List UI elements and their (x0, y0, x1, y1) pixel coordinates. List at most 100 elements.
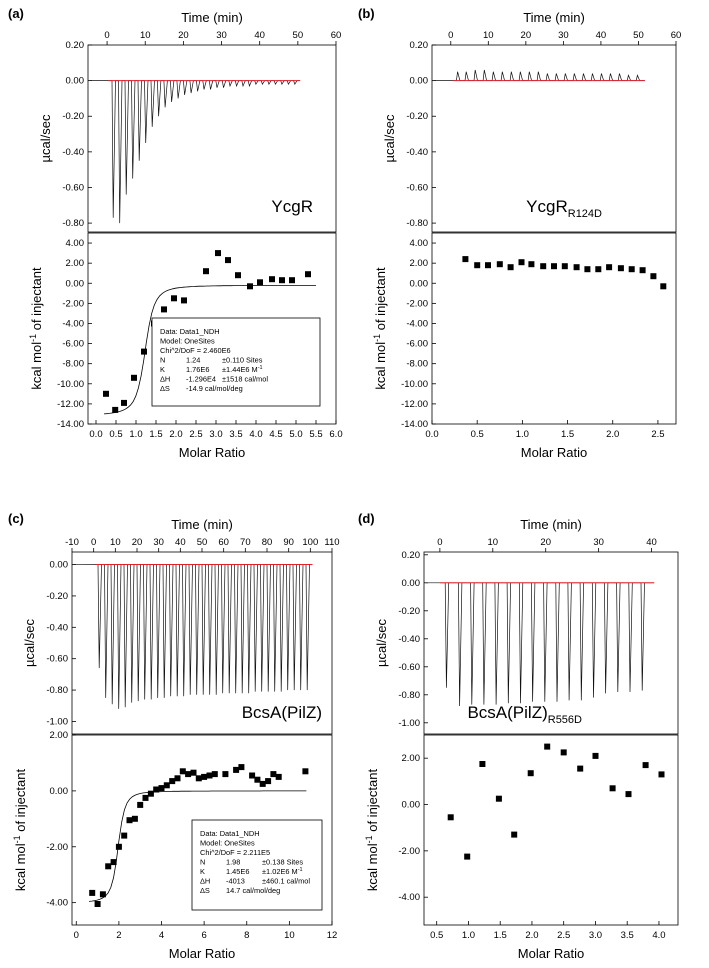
data-point (275, 773, 282, 780)
time-tick-label: 40 (646, 537, 657, 548)
panel-label: (b) (358, 6, 375, 21)
kcal-tick-label: -2.00 (62, 298, 84, 309)
protein-mutation-subscript: R556D (548, 714, 582, 726)
molar-ratio-axis-label: Molar Ratio (179, 445, 245, 460)
data-point (126, 817, 133, 824)
data-point (660, 283, 667, 290)
kcal-axis-label-main: kcal mol (373, 342, 388, 390)
raw-heat-trace (73, 564, 313, 709)
legend-dH-value: -1.296E4 (186, 375, 216, 384)
ucal-tick-label: -0.20 (398, 606, 420, 617)
molar-ratio-axis-label: Molar Ratio (518, 946, 584, 961)
kcal-tick-label: -14.00 (57, 419, 84, 430)
molar-ratio-tick-label: 2.5 (189, 429, 202, 440)
time-tick-label: 30 (593, 537, 604, 548)
panel-label: (a) (8, 6, 24, 21)
legend-dS-label: ΔS (200, 886, 210, 895)
kcal-axis-label-sup: -1 (372, 334, 382, 342)
time-tick-label: 20 (178, 30, 189, 41)
data-point (560, 749, 567, 756)
time-tick-label: 80 (262, 537, 273, 548)
data-point (527, 770, 534, 777)
legend-data-line: Data: Data1_NDH (200, 829, 260, 838)
legend-data-line: Data: Data1_NDH (160, 327, 220, 336)
data-point (161, 306, 167, 313)
kcal-axis-label-tail: of injectant (365, 769, 380, 836)
kcal-tick-label: -10.00 (57, 379, 84, 390)
data-point (112, 406, 119, 413)
data-point (544, 743, 551, 750)
molar-ratio-tick-label: 3.0 (589, 930, 602, 941)
time-axis-label: Time (min) (181, 10, 243, 25)
data-point (305, 271, 311, 278)
ucal-tick-label: 0.00 (402, 578, 421, 589)
data-point (592, 752, 599, 759)
molar-ratio-axis-label: Molar Ratio (169, 946, 235, 961)
legend-frame (191, 819, 323, 911)
molar-ratio-tick-label: 3.0 (209, 429, 222, 440)
data-point (518, 259, 525, 266)
data-point (105, 863, 112, 870)
data-point (215, 250, 221, 257)
time-tick-label: 30 (153, 537, 164, 548)
data-point (115, 843, 122, 850)
raw-heat-trace (433, 69, 645, 81)
kcal-axis-label-main: kcal mol (365, 843, 380, 891)
data-point (628, 266, 635, 273)
panel-label: (c) (8, 511, 24, 526)
legend-K-unit-sup: -1 (298, 867, 303, 873)
data-point (447, 814, 454, 821)
molar-ratio-tick-label: 2 (116, 930, 121, 941)
data-point (99, 891, 106, 898)
legend-K-value: 1.76E6 (186, 365, 209, 374)
molar-ratio-tick-label: 0.0 (425, 429, 438, 440)
ucal-tick-label: -0.80 (406, 218, 428, 229)
kcal-tick-label: -4.00 (62, 318, 84, 329)
data-point (609, 785, 616, 792)
legend-K-value: 1.45E6 (226, 867, 249, 876)
kcal-axis-label: kcal mol-1 of injectant (12, 769, 28, 892)
legend-model-line: Model: OneSites (200, 839, 255, 848)
data-point (233, 766, 240, 773)
molar-ratio-tick-label: 6 (201, 930, 206, 941)
time-tick-label: 10 (483, 30, 494, 41)
data-point (496, 261, 503, 268)
kcal-axis-label-tail: of injectant (373, 267, 388, 334)
panel-label: (d) (358, 511, 375, 526)
protein-mutation-subscript: R124D (568, 208, 602, 220)
panel-3: (d) 0 10 20 30 40 Time (min) 0.20 0.00 -0.20 -0.40… (358, 511, 679, 961)
data-point (158, 785, 165, 792)
molar-ratio-tick-label: 2.5 (557, 930, 570, 941)
kcal-tick-label: -4.00 (46, 898, 68, 909)
protein-label: YcgRR124D (526, 197, 602, 220)
time-tick-label: 110 (324, 537, 339, 548)
protein-name: BcsA(PilZ) (242, 703, 322, 722)
data-point (464, 853, 471, 860)
time-tick-label: 30 (216, 30, 227, 41)
top-plot-frame (423, 551, 679, 735)
data-point (185, 771, 192, 778)
time-tick-label: -10 (65, 537, 79, 548)
legend-chi-line: Chi^2/DoF = 2.211E5 (200, 848, 270, 857)
legend-N-label: N (160, 356, 165, 365)
ucal-tick-label: 0.20 (410, 40, 429, 51)
molar-ratio-tick-label: 1.0 (129, 429, 142, 440)
data-point (169, 778, 176, 785)
time-tick-label: 50 (197, 537, 208, 548)
protein-name: YcgR (526, 197, 568, 216)
bottom-plot-frame (431, 232, 677, 425)
ucal-axis-label: µcal/sec (22, 619, 37, 667)
kcal-tick-label: -8.00 (62, 359, 84, 370)
protein-label: BcsA(PilZ) (242, 703, 322, 722)
legend-K-error-text: ±1.44E6 M (222, 365, 258, 374)
data-point (153, 786, 160, 793)
legend-K-error: ±1.44E6 M-1 (222, 365, 263, 374)
ucal-tick-label: -0.40 (62, 147, 84, 158)
kcal-tick-label: -14.00 (401, 419, 428, 430)
data-point (201, 773, 208, 780)
molar-ratio-tick-label: 0 (74, 930, 79, 941)
data-point (573, 264, 580, 271)
bottom-plot-frame (87, 232, 337, 425)
data-point (235, 272, 241, 279)
ucal-tick-label: -1.00 (46, 716, 68, 727)
